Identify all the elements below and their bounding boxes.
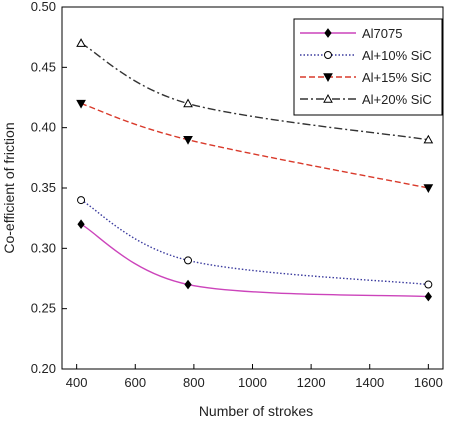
y-tick-label: 0.45	[31, 59, 56, 74]
legend-marker	[324, 28, 332, 38]
x-tick-label: 1600	[414, 375, 443, 390]
x-tick-label: 1400	[355, 375, 384, 390]
data-point	[76, 38, 86, 47]
y-tick-label: 0.35	[31, 180, 56, 195]
series-al-10-sic	[77, 196, 433, 289]
legend-marker	[323, 73, 333, 83]
x-tick-label: 1000	[238, 375, 267, 390]
x-tick-label: 800	[183, 375, 205, 390]
data-point	[77, 196, 86, 205]
legend-marker	[324, 51, 332, 59]
series-al-15-sic	[76, 99, 434, 194]
y-tick-label: 0.50	[31, 0, 56, 14]
series-line-al-15-sic	[80, 102, 429, 189]
y-tick-label: 0.25	[31, 301, 56, 316]
series-line-al7075	[80, 223, 429, 298]
series-al-20-sic	[76, 38, 434, 144]
y-axis: 0.20 0.25 0.30 0.35 0.40 0.45 0.50	[31, 0, 67, 376]
legend: Al7075 Al+10% SiC Al+15% SiC Al+20% SiC	[293, 18, 443, 116]
data-point	[184, 279, 192, 290]
legend-entry-al7075: Al7075	[300, 26, 402, 41]
data-point	[77, 219, 85, 230]
data-point	[183, 98, 193, 108]
data-point	[184, 256, 193, 265]
series-line-al-20-sic	[80, 42, 429, 141]
data-point	[76, 99, 86, 109]
data-point	[424, 280, 433, 289]
y-axis-label: Co-efficient of friction	[1, 122, 17, 253]
y-tick-label: 0.40	[31, 120, 56, 135]
x-tick-label: 400	[66, 375, 88, 390]
series-layer	[76, 38, 434, 302]
legend-marker	[323, 93, 333, 103]
data-point	[423, 184, 434, 194]
legend-label: Al+20% SiC	[362, 92, 432, 107]
legend-label: Al+15% SiC	[362, 70, 432, 85]
series-line-al-10-sic	[80, 199, 429, 286]
y-tick-label: 0.30	[31, 240, 56, 255]
x-axis: 400 600 800 1000 1200 1400 1600	[66, 364, 443, 390]
data-point	[424, 291, 432, 302]
data-point	[183, 136, 193, 145]
x-axis-label: Number of strokes	[199, 403, 313, 419]
y-tick-label: 0.20	[31, 361, 56, 376]
legend-entry-al-10-sic: Al+10% SiC	[300, 48, 432, 63]
legend-entry-al-20-sic: Al+20% SiC	[300, 92, 432, 107]
x-tick-label: 1200	[297, 375, 326, 390]
series-al7075	[77, 219, 432, 302]
legend-label: Al+10% SiC	[362, 48, 432, 63]
legend-label: Al7075	[362, 26, 402, 41]
legend-entry-al-15-sic: Al+15% SiC	[300, 70, 432, 85]
x-tick-label: 600	[124, 375, 146, 390]
data-point	[423, 134, 434, 144]
